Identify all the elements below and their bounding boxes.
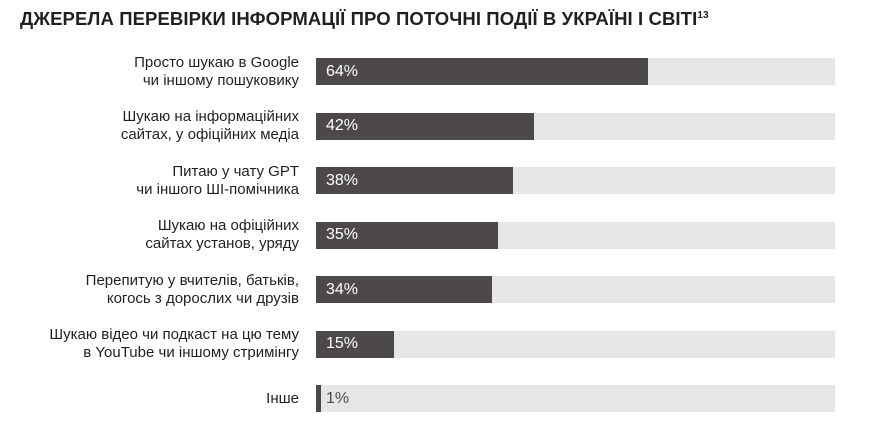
bar-category-label-line: сайтах, у офіційних медіа — [120, 126, 299, 143]
bar-track: 38% — [316, 167, 835, 194]
bar — [316, 112, 534, 140]
bar-row: Шукаю на інформаційних сайтах, у офіційни… — [0, 108, 881, 143]
bar-row: Питаю у чату GPT чи іншого ШІ-помічника 38… — [0, 163, 881, 198]
bar-row: Шукаю відео чи подкаст на цю тему в YouTu… — [0, 326, 881, 361]
bar-category-label-line: Просто шукаю в Google — [134, 53, 299, 71]
bar-track: 34% — [316, 276, 835, 303]
bar-track: 35% — [316, 221, 835, 249]
bar-category-label: Шукаю на інформаційних сайтах, у офіційни… — [121, 108, 299, 144]
bar-value-label: 38% — [326, 171, 359, 189]
bar-category-label-line: Шукаю відео чи подкаст на цю тему — [49, 326, 299, 343]
bar-category-label: Інше — [266, 390, 299, 408]
bar-category-label: Шукаю відео чи подкаст на цю тему в YouTu… — [49, 326, 299, 362]
bar-category-label: Шукаю на офіційних сайтах установ, уряду — [145, 217, 299, 253]
bar-track: 1% — [316, 385, 835, 412]
bar-category-label-line: в YouTube чи іншому стримінгу — [83, 344, 299, 361]
title-footnote-marker: 13 — [697, 9, 709, 21]
bar — [316, 58, 649, 85]
bar-category-label-line: сайтах установ, уряду — [145, 235, 299, 252]
bar-category-label: Питаю у чату GPT чи іншого ШІ-помічника — [136, 163, 299, 199]
bar-track: 42% — [316, 112, 835, 140]
bar-category-label-line: Шукаю на офіційних — [157, 217, 299, 234]
bar-value-label: 1% — [326, 389, 350, 407]
bar-category-label: Просто шукаю в Google чи іншому пошуковик… — [134, 54, 299, 90]
bar-category-label-line: Шукаю на інформаційних — [122, 108, 299, 125]
bar-value-label: 42% — [326, 117, 359, 134]
bar-row: Перепитую у вчителів, батьків, когось з д… — [0, 272, 881, 307]
bar-category-label-line: чи іншого ШІ-помічника — [136, 180, 299, 198]
bar-row: Просто шукаю в Google чи іншому пошуковик… — [0, 54, 881, 89]
bar-category-label-line: Інше — [266, 389, 299, 407]
bar — [316, 276, 493, 303]
bar-category-label-line: Перепитую у вчителів, батьків, — [85, 271, 299, 289]
bar-category-label-line: когось з дорослих чи друзів — [106, 289, 299, 307]
bar-track: 64% — [316, 58, 835, 85]
bar-value-label: 64% — [326, 62, 359, 80]
bar-row: Шукаю на офіційних сайтах установ, уряду 3… — [0, 217, 881, 252]
bar — [316, 330, 394, 358]
bar-value-label: 35% — [326, 226, 359, 243]
bar-category-label-line: чи іншому пошуковику — [142, 71, 299, 89]
bar — [316, 385, 322, 412]
bar-category-label-line: Питаю у чату GPT — [172, 162, 299, 180]
chart-title-text: ДЖЕРЕЛА ПЕРЕВІРКИ ІНФОРМАЦІЇ ПРО ПОТОЧНІ… — [20, 8, 698, 29]
chart-title: ДЖЕРЕЛА ПЕРЕВІРКИ ІНФОРМАЦІЇ ПРО ПОТОЧНІ… — [20, 8, 709, 30]
bar — [316, 167, 514, 194]
bar — [316, 221, 498, 249]
bar-value-label: 15% — [326, 335, 359, 352]
bar-row: Інше 1% — [0, 385, 881, 412]
bar-track: 15% — [316, 330, 835, 358]
bar-value-label: 34% — [326, 280, 359, 298]
bar-category-label: Перепитую у вчителів, батьків, когось з д… — [86, 272, 299, 308]
